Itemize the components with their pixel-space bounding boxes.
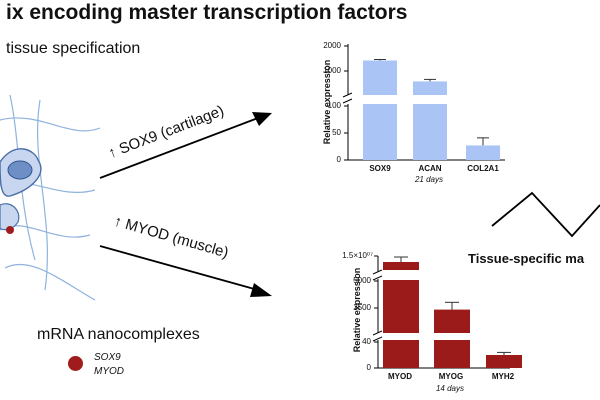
chart1-bar-sox9-upper bbox=[363, 60, 397, 95]
chart2-tick-2500: 2500 bbox=[353, 303, 371, 312]
chart1-tick-0: 0 bbox=[336, 155, 341, 164]
chart2-bar-myh2 bbox=[486, 355, 522, 368]
chart2-cat-myog: MYOG bbox=[438, 372, 464, 381]
arrow-bottom bbox=[99, 245, 272, 297]
chart1-cat-sox9: SOX9 bbox=[369, 164, 391, 173]
chart2-tick-0: 0 bbox=[366, 363, 371, 372]
chart2-bar-myod-mid bbox=[383, 280, 419, 333]
scaffold-illustration bbox=[0, 94, 101, 301]
chart1-tick-1000: 1000 bbox=[323, 66, 341, 75]
chart1-days: 21 days bbox=[414, 175, 444, 184]
page-subtitle: tissue specification bbox=[6, 40, 141, 57]
legend-title: mRNA nanocomplexes bbox=[37, 326, 200, 343]
chart2-bar-myod-top bbox=[383, 262, 419, 270]
chart1-bar-acan-upper bbox=[413, 81, 447, 95]
tissue-specific-label: Tissue-specific ma bbox=[468, 251, 585, 266]
cell-nucleus-1 bbox=[7, 160, 33, 180]
chart2-bar-myog-mid bbox=[434, 309, 470, 333]
chart1-tick-50: 50 bbox=[332, 128, 341, 137]
zigzag-line bbox=[491, 191, 600, 238]
chart1-bar-acan-lower bbox=[413, 104, 447, 160]
legend-item-myod: MYOD bbox=[94, 366, 124, 377]
chart2-bar-myog-bottom bbox=[434, 340, 470, 368]
chart2-days: 14 days bbox=[435, 384, 465, 393]
chart2-cat-myod: MYOD bbox=[388, 372, 412, 381]
chart2-tick-top: 1.5×10⁰⁷ bbox=[342, 251, 373, 260]
chart1-cat-col2a1: COL2A1 bbox=[467, 164, 499, 173]
chart2-tick-5000: 5000 bbox=[353, 276, 371, 285]
chart2-tick-40: 40 bbox=[362, 337, 371, 346]
legend-dot bbox=[68, 356, 83, 371]
legend-item-sox9: SOX9 bbox=[94, 352, 121, 363]
nanocomplex-dot bbox=[6, 226, 14, 234]
chart1-tick-2000: 2000 bbox=[323, 41, 341, 50]
chart2-bars bbox=[383, 256, 522, 368]
chart2-bar-myod-bottom bbox=[383, 340, 419, 368]
cell-illustration bbox=[0, 148, 42, 234]
chart1-cat-acan: ACAN bbox=[418, 164, 442, 173]
fiber-1 bbox=[0, 117, 101, 132]
cell-body-2 bbox=[0, 203, 20, 231]
chart1-bar-sox9-lower bbox=[363, 104, 397, 160]
chart1-bar-col2a1 bbox=[466, 145, 500, 160]
fiber-6 bbox=[37, 99, 48, 291]
chart1-tick-100: 100 bbox=[327, 101, 341, 110]
fiber-4 bbox=[4, 263, 96, 301]
page-title: ix encoding master transcription factors bbox=[6, 1, 408, 24]
chart1-bars bbox=[363, 59, 500, 160]
chart2-cat-myh2: MYH2 bbox=[491, 372, 515, 381]
arrow-top bbox=[99, 112, 272, 179]
